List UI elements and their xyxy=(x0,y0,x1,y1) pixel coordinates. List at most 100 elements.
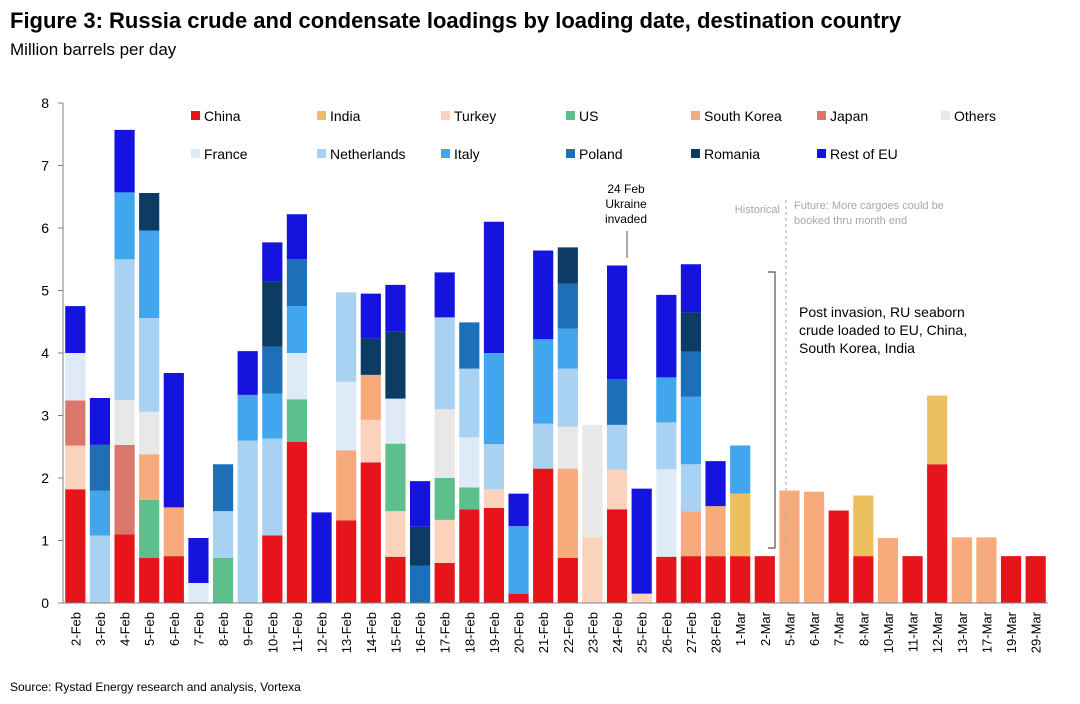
y-tick-label: 6 xyxy=(41,220,49,236)
bar-segment xyxy=(385,556,406,603)
bar-segment xyxy=(508,593,529,604)
source-note: Source: Rystad Energy research and analy… xyxy=(10,680,301,694)
x-tick-label: 25-Feb xyxy=(635,612,650,653)
bar-segment xyxy=(139,193,160,231)
x-tick-label: 12-Mar xyxy=(930,611,945,653)
x-tick-label: 19-Mar xyxy=(1004,611,1019,653)
bar-segment xyxy=(656,294,677,378)
bar-segment xyxy=(89,398,111,445)
post-invasion-note-line: Post invasion, RU seaborn xyxy=(799,304,965,320)
bar-segment xyxy=(459,509,480,603)
bar-segment xyxy=(483,353,505,445)
x-tick-label: 20-Feb xyxy=(512,612,527,653)
bar-segment xyxy=(557,247,578,284)
x-tick-label: 3-Feb xyxy=(93,612,108,646)
x-tick-label: 27-Feb xyxy=(684,612,699,653)
axes-layer: 0 1 2 3 4 5 6 7 8 2-Feb 3-Feb 4-Feb 5-Feb 6-Feb 7-Feb 8… xyxy=(41,95,1048,653)
bar-segment xyxy=(114,192,135,260)
bar-segment xyxy=(262,242,283,282)
legend-swatch xyxy=(566,111,575,120)
x-tick-label: 11-Feb xyxy=(290,612,305,652)
bar-segment xyxy=(582,537,603,604)
bar-segment xyxy=(89,490,111,536)
bar-segment xyxy=(89,535,111,603)
legend-label: Japan xyxy=(830,108,868,124)
y-tick-label: 4 xyxy=(41,345,49,361)
y-tick-label: 8 xyxy=(41,95,49,111)
bar-segment xyxy=(606,379,628,425)
y-tick-label: 3 xyxy=(41,408,49,424)
bar-segment xyxy=(557,558,578,603)
bar-segment xyxy=(360,293,381,339)
bar-segment xyxy=(828,510,849,603)
bar-segment xyxy=(434,519,455,564)
invasion-annotation-line: Ukraine xyxy=(605,197,647,211)
bar-segment xyxy=(434,478,455,520)
x-tick-label: 6-Mar xyxy=(807,611,822,646)
bar-segment xyxy=(705,506,726,557)
x-tick-label: 16-Feb xyxy=(413,612,428,653)
bar-segment xyxy=(508,493,529,527)
bar-segment xyxy=(262,535,283,603)
bar-segment xyxy=(336,520,357,603)
bar-segment xyxy=(286,441,308,603)
x-tick-label: 23-Feb xyxy=(585,612,600,653)
x-tick-label: 17-Mar xyxy=(979,611,994,653)
legend-label: Rest of EU xyxy=(830,146,898,162)
bar-segment xyxy=(114,399,135,445)
bar-segment xyxy=(606,265,628,380)
legend-swatch xyxy=(317,149,326,158)
bar-segment xyxy=(360,374,381,420)
bar-segment xyxy=(286,399,308,442)
bar-segment xyxy=(188,538,209,583)
bar-segment xyxy=(139,454,160,500)
bar-segment xyxy=(459,368,480,438)
x-tick-label: 7-Feb xyxy=(191,612,206,646)
bar-segment xyxy=(163,556,184,604)
x-tick-label: 4-Feb xyxy=(118,612,133,646)
bar-segment xyxy=(606,469,628,510)
x-tick-label: 21-Feb xyxy=(536,612,551,653)
bar-segment xyxy=(139,558,160,603)
bar-segment xyxy=(336,450,357,521)
legend-swatch xyxy=(941,111,950,120)
bar-segment xyxy=(976,537,997,604)
bar-segment xyxy=(533,423,554,469)
bar-segment xyxy=(1025,556,1046,604)
bars-layer xyxy=(65,129,1046,604)
x-tick-label: 29-Mar xyxy=(1029,611,1044,653)
bar-segment xyxy=(557,283,578,329)
invasion-annotation-line: invaded xyxy=(605,212,647,226)
legend-label: India xyxy=(330,108,361,124)
bar-segment xyxy=(212,464,234,512)
bar-segment xyxy=(606,424,628,470)
bar-segment xyxy=(730,445,751,494)
legend-swatch xyxy=(441,111,450,120)
bar-segment xyxy=(114,444,135,535)
x-tick-label: 13-Mar xyxy=(955,611,970,653)
bar-segment xyxy=(360,419,381,463)
legend-swatch xyxy=(817,149,826,158)
bar-segment xyxy=(434,563,455,603)
bar-segment xyxy=(483,508,505,603)
bar-segment xyxy=(139,411,160,455)
bar-segment xyxy=(680,396,702,465)
y-tick-label: 2 xyxy=(41,470,49,486)
y-tick-label: 5 xyxy=(41,283,49,299)
bar-segment xyxy=(705,556,726,604)
legend-label: Turkey xyxy=(454,108,496,124)
bar-segment xyxy=(237,440,258,603)
bar-segment xyxy=(360,338,381,375)
bar-segment xyxy=(114,129,135,193)
bar-segment xyxy=(927,464,948,603)
chart-title: Figure 3: Russia crude and condensate lo… xyxy=(10,8,902,33)
x-tick-label: 19-Feb xyxy=(487,612,502,653)
bar-segment xyxy=(262,346,283,394)
legend-swatch xyxy=(441,149,450,158)
bar-segment xyxy=(557,368,578,427)
legend-swatch xyxy=(691,149,700,158)
bar-segment xyxy=(1000,556,1022,604)
legend-swatch xyxy=(566,149,575,158)
bar-segment xyxy=(409,481,431,527)
historical-label: Historical xyxy=(735,204,780,216)
